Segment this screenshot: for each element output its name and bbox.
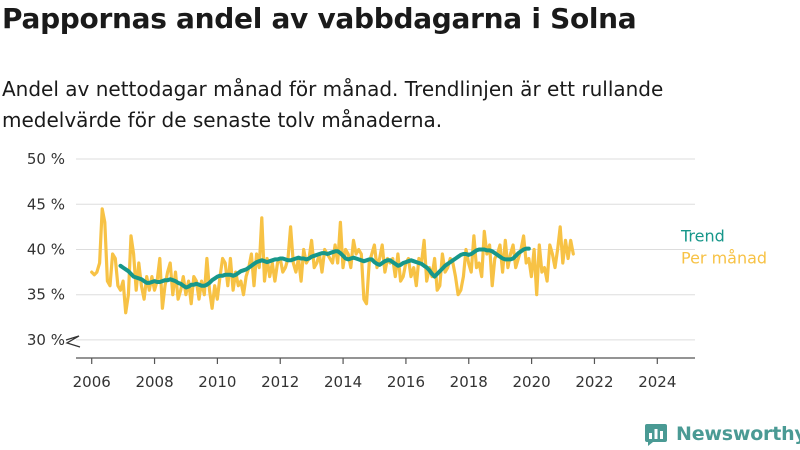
x-tick-label-2006: 2006: [73, 373, 111, 391]
chart-subtitle: Andel av nettodagar månad för månad. Tre…: [2, 77, 664, 132]
x-tick-label-2024: 2024: [638, 373, 676, 391]
gridlines: [76, 158, 695, 341]
y-tick-label-30: 30 %: [27, 331, 65, 349]
series-line-trend: [118, 246, 531, 290]
x-tick-label-2010: 2010: [198, 373, 236, 391]
y-tick-label-45: 45 %: [27, 195, 65, 213]
series-line-per-manad: [90, 207, 575, 315]
newsworthy-logo-icon: [645, 424, 667, 446]
line-chart: 30 % 35 % 40 % 45 % 50 % 2006 2008 2010 2012 201…: [27, 150, 767, 391]
x-axis: 2006 2008 2010 2012 2014 2016 2018 2020 2022 2024: [73, 357, 695, 391]
chart-title: Pappornas andel av vabbdagarna i Solna: [2, 2, 637, 35]
x-tick-label-2018: 2018: [450, 373, 488, 391]
brand-name: Newsworthy: [676, 423, 800, 445]
x-tick-label-2016: 2016: [387, 373, 425, 391]
axis-break-icon: [65, 335, 81, 348]
x-tick-label-2008: 2008: [135, 373, 173, 391]
y-axis: 30 % 35 % 40 % 45 % 50 %: [27, 150, 81, 349]
x-tick-label-2012: 2012: [261, 373, 299, 391]
brand-logo: Newsworthy: [644, 420, 800, 448]
y-tick-label-40: 40 %: [27, 240, 65, 258]
x-tick-label-2014: 2014: [324, 373, 362, 391]
y-tick-label-35: 35 %: [27, 286, 65, 304]
x-tick-label-2020: 2020: [513, 373, 551, 391]
y-tick-label-50: 50 %: [27, 150, 65, 168]
legend-label-per-manad: Per månad: [681, 249, 767, 268]
legend-label-trend: Trend: [680, 227, 725, 246]
legend: Per månad Trend: [680, 227, 767, 268]
x-tick-label-2022: 2022: [575, 373, 613, 391]
series: [90, 207, 575, 315]
